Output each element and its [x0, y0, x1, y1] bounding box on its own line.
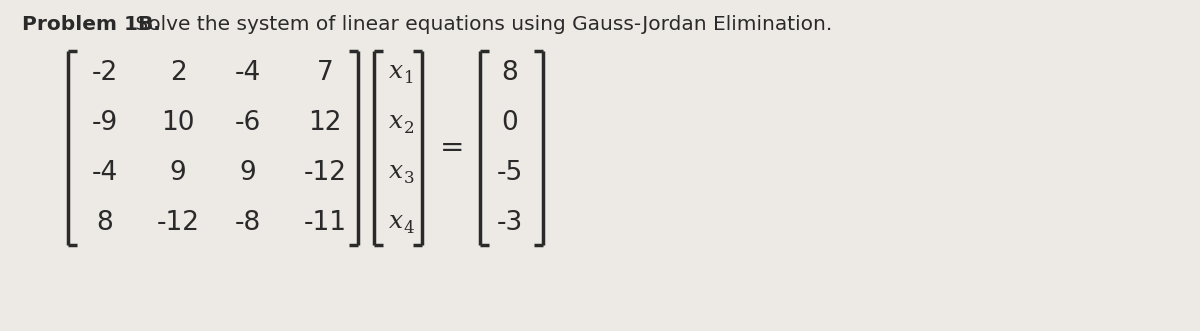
Text: =: = — [439, 134, 464, 162]
Text: x: x — [389, 160, 403, 182]
Text: -2: -2 — [92, 60, 118, 86]
Text: -8: -8 — [235, 210, 262, 236]
Text: x: x — [389, 210, 403, 232]
Text: 9: 9 — [169, 160, 186, 186]
Text: x: x — [389, 110, 403, 132]
Text: 12: 12 — [308, 110, 342, 136]
Text: 10: 10 — [161, 110, 194, 136]
Text: -12: -12 — [304, 160, 347, 186]
Text: -5: -5 — [497, 160, 523, 186]
Text: -11: -11 — [304, 210, 347, 236]
Text: -12: -12 — [156, 210, 199, 236]
Text: -4: -4 — [235, 60, 262, 86]
Text: 7: 7 — [317, 60, 334, 86]
Text: 8: 8 — [97, 210, 113, 236]
Text: 4: 4 — [403, 219, 414, 237]
Text: Problem 1B.: Problem 1B. — [22, 15, 161, 34]
Text: 0: 0 — [502, 110, 518, 136]
Text: 9: 9 — [240, 160, 257, 186]
Text: 3: 3 — [403, 169, 414, 186]
Text: -6: -6 — [235, 110, 262, 136]
Text: 2: 2 — [169, 60, 186, 86]
Text: -3: -3 — [497, 210, 523, 236]
Text: 8: 8 — [502, 60, 518, 86]
Text: x: x — [389, 60, 403, 82]
Text: -4: -4 — [92, 160, 118, 186]
Text: 1: 1 — [403, 70, 414, 86]
Text: -9: -9 — [92, 110, 118, 136]
Text: Solve the system of linear equations using Gauss-Jordan Elimination.: Solve the system of linear equations usi… — [130, 15, 833, 34]
Text: 2: 2 — [403, 119, 414, 136]
